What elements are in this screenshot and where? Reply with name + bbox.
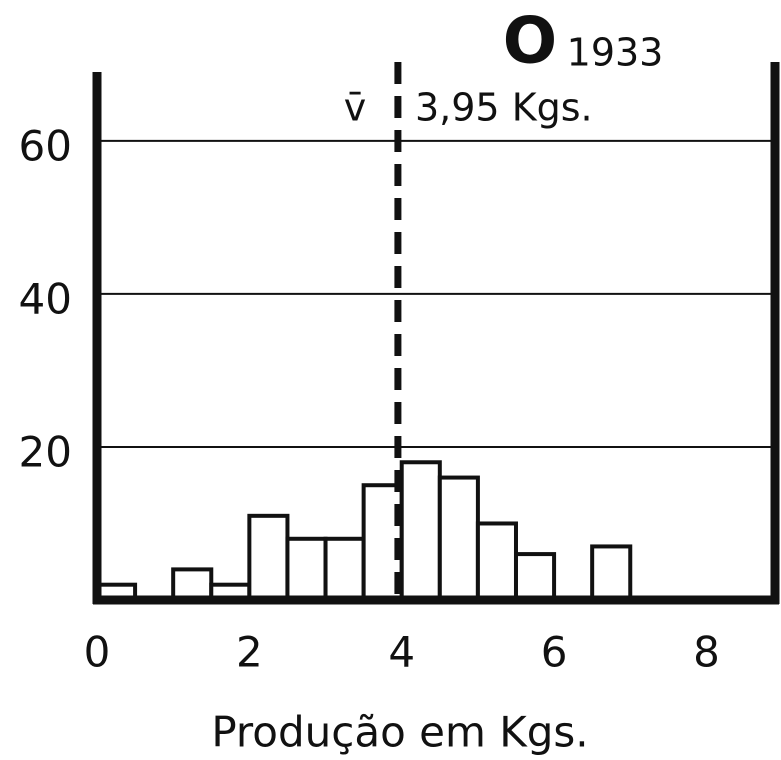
x-tick-label: 2 bbox=[236, 628, 263, 677]
bar bbox=[437, 475, 480, 602]
y-tick-label: 60 bbox=[19, 121, 72, 170]
bar bbox=[475, 521, 518, 603]
mean-label: 3,95 Kgs. bbox=[415, 86, 593, 130]
bar bbox=[590, 544, 633, 602]
chart-title: O bbox=[503, 5, 557, 79]
y-tick-label: 20 bbox=[19, 427, 72, 476]
bar bbox=[399, 460, 442, 602]
bar bbox=[513, 552, 557, 603]
bar bbox=[171, 567, 214, 602]
bar bbox=[323, 536, 366, 602]
y-tick-label: 40 bbox=[19, 274, 72, 323]
bar bbox=[247, 513, 290, 603]
x-tick-label: 6 bbox=[541, 628, 568, 677]
mean-symbol: v̄ bbox=[344, 86, 367, 130]
x-tick-label: 0 bbox=[84, 628, 111, 677]
bar bbox=[285, 536, 328, 602]
x-axis-label: Produção em Kgs. bbox=[211, 708, 588, 757]
chart-subtitle: 1933 bbox=[567, 31, 664, 75]
x-tick-label: 8 bbox=[693, 628, 720, 677]
x-tick-label: 4 bbox=[388, 628, 415, 677]
